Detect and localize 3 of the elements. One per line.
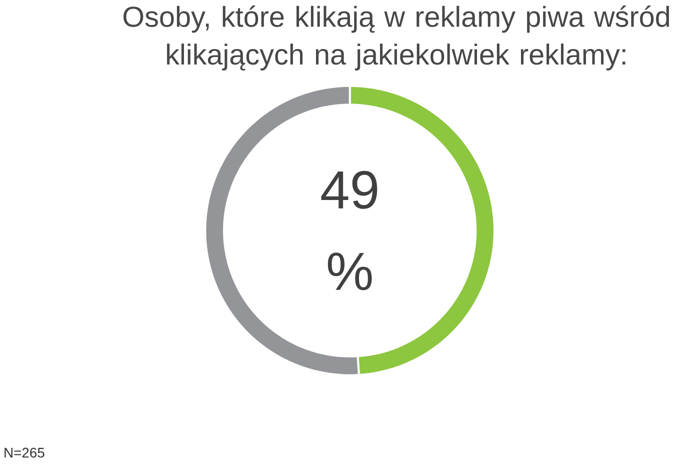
text: 49 % xyxy=(321,170,378,290)
chart-title: Osoby, które klikają w reklamy piwa wśród klikających na jakiekolwiek reklamy: xyxy=(124,5,669,70)
text: N=265 xyxy=(4,448,44,458)
